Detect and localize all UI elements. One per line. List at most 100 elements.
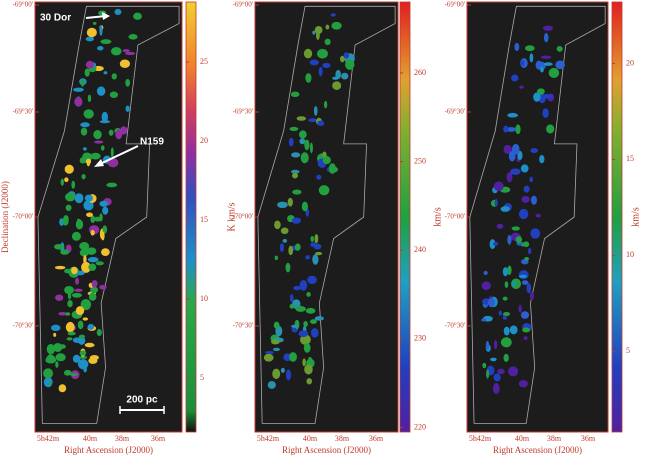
colorbar-label: K km/s <box>226 202 237 231</box>
emission-blob <box>83 254 87 265</box>
emission-blob <box>93 130 102 140</box>
emission-blob <box>84 342 95 348</box>
emission-blob <box>119 126 128 135</box>
emission-blob <box>306 378 313 385</box>
emission-blob <box>509 325 518 335</box>
emission-blob <box>85 36 95 42</box>
emission-blob <box>290 169 300 174</box>
emission-blob <box>494 198 498 207</box>
emission-blob <box>317 48 328 59</box>
emission-blob <box>539 155 545 164</box>
colorbar-tick-label: 250 <box>414 156 426 165</box>
emission-blob <box>310 235 314 243</box>
emission-blob <box>520 311 530 319</box>
emission-blob <box>110 47 122 56</box>
emission-blob <box>518 208 529 220</box>
emission-blob <box>483 270 488 275</box>
emission-blob <box>90 286 99 294</box>
y-tick-label: -70°30' <box>233 322 253 330</box>
emission-blob <box>289 352 297 362</box>
emission-blob <box>294 243 301 251</box>
emission-blob <box>314 233 319 244</box>
emission-blob <box>307 275 317 285</box>
emission-blob <box>282 238 288 243</box>
emission-blob <box>80 122 90 128</box>
emission-blob <box>308 356 313 363</box>
emission-blob <box>73 87 84 92</box>
emission-blob <box>530 228 541 239</box>
emission-blob <box>304 364 313 375</box>
emission-blob <box>86 212 93 218</box>
emission-blob <box>80 299 92 311</box>
emission-blob <box>508 366 519 377</box>
colorbar-tick-label: 25 <box>200 57 208 66</box>
emission-blob <box>341 72 349 80</box>
colorbar <box>611 1 623 433</box>
emission-blob <box>523 336 528 340</box>
emission-blob <box>335 69 341 80</box>
y-tick-label: -69°30' <box>445 108 465 116</box>
emission-blob <box>530 195 537 205</box>
emission-blob <box>502 296 508 301</box>
emission-blob <box>486 369 490 379</box>
emission-blob <box>85 60 95 69</box>
emission-blob <box>88 357 98 364</box>
emission-blob <box>508 150 516 162</box>
emission-blob <box>493 181 504 192</box>
emission-blob <box>292 172 299 179</box>
emission-blob <box>111 73 117 80</box>
emission-blob <box>99 213 103 222</box>
x-tick-label: 5h42m <box>257 434 280 443</box>
emission-blob <box>305 307 316 314</box>
emission-blob <box>504 281 509 288</box>
emission-blob <box>74 193 84 204</box>
emission-blob <box>540 55 552 59</box>
colorbar-label: km/s <box>630 207 641 227</box>
emission-blob <box>502 267 509 277</box>
emission-blob <box>548 67 560 79</box>
emission-blob <box>317 120 325 127</box>
emission-blob <box>96 329 102 337</box>
x-tick-label: 5h42m <box>469 434 492 443</box>
emission-blob <box>96 86 106 96</box>
emission-blob <box>78 334 86 339</box>
emission-blob <box>273 321 280 329</box>
emission-blob <box>58 384 67 393</box>
emission-blob <box>521 280 529 285</box>
emission-blob <box>47 354 54 360</box>
emission-blob <box>102 225 108 234</box>
emission-blob <box>291 324 300 328</box>
y-tick-label: -70°00' <box>445 213 465 221</box>
emission-blob <box>285 262 291 273</box>
emission-blob <box>530 148 539 154</box>
emission-blob <box>498 310 502 316</box>
emission-blob <box>295 305 306 312</box>
emission-blob <box>77 320 84 330</box>
emission-blob <box>309 59 319 66</box>
emission-blob <box>86 27 97 38</box>
emission-blob <box>500 206 510 212</box>
emission-blob <box>482 362 487 369</box>
emission-blob <box>518 274 527 278</box>
emission-blob <box>106 182 118 188</box>
colorbar-tick-label: 5 <box>200 373 204 382</box>
emission-blob <box>302 358 306 367</box>
emission-blob <box>331 21 342 30</box>
emission-blob <box>103 71 108 75</box>
emission-blob <box>114 8 122 16</box>
y-tick-label: -70°30' <box>13 322 33 330</box>
emission-blob <box>65 321 75 333</box>
emission-blob <box>506 172 513 183</box>
emission-blob <box>303 320 308 327</box>
emission-blob <box>55 353 66 362</box>
arrowhead <box>102 12 110 20</box>
emission-blob <box>324 38 331 46</box>
emission-blob <box>75 270 85 276</box>
emission-blob <box>88 292 97 301</box>
emission-blob <box>50 324 61 332</box>
emission-blob <box>272 368 281 380</box>
emission-blob <box>60 178 65 186</box>
emission-blob <box>90 229 95 236</box>
x-axis-label: Right Ascension (J2000) <box>64 445 153 455</box>
